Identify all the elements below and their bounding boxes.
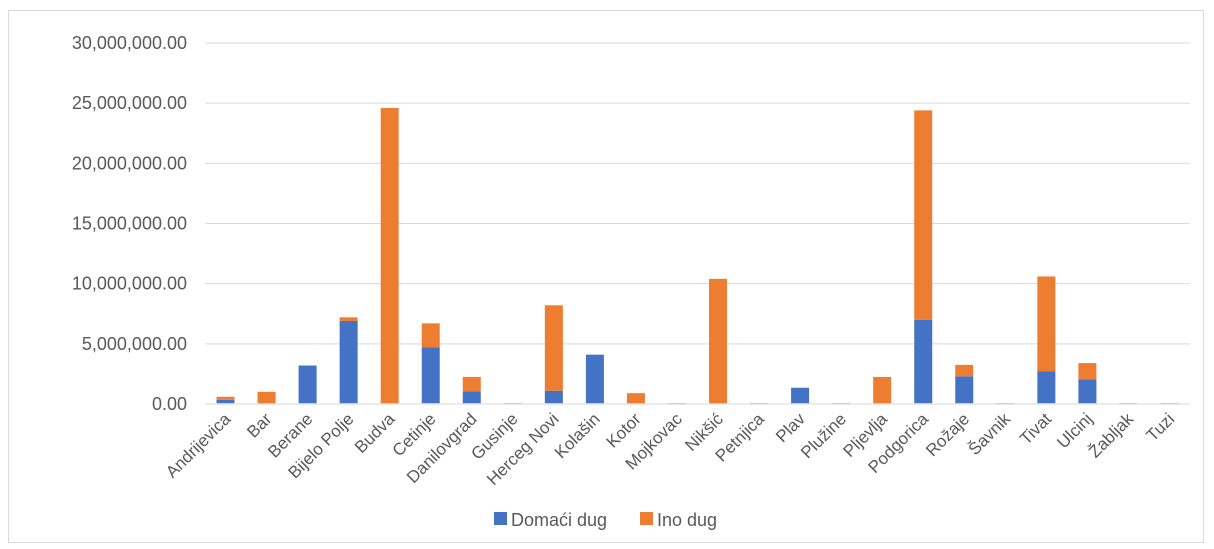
y-tick-label: 30,000,000.00 xyxy=(72,33,187,53)
y-tick-label: 0.00 xyxy=(152,394,187,414)
bar-segment-ino-dug xyxy=(626,393,645,404)
bar-segment-domaci-dug xyxy=(585,354,604,404)
x-category-label: Plužine xyxy=(797,409,850,462)
bar-baseline xyxy=(1160,403,1179,405)
bar-baseline xyxy=(421,403,440,405)
bar-baseline xyxy=(1037,403,1056,405)
bar-segment-domaci-dug xyxy=(1078,379,1097,404)
bar-segment-ino-dug xyxy=(914,110,933,320)
bar-segment-domaci-dug xyxy=(544,390,563,404)
bar-segment-domaci-dug xyxy=(1037,371,1056,404)
legend-label-ino-dug: Ino dug xyxy=(657,510,717,530)
y-tick-label: 15,000,000.00 xyxy=(72,214,187,234)
bar-segment-domaci-dug xyxy=(216,399,235,404)
bars xyxy=(216,107,1179,405)
bar-baseline xyxy=(667,403,686,405)
y-tick-label: 25,000,000.00 xyxy=(72,93,187,113)
y-axis-tick-labels: 0.00 5,000,000.00 10,000,000.00 15,000,000.… xyxy=(72,33,187,414)
y-tick-label: 20,000,000.00 xyxy=(72,153,187,173)
bar-baseline xyxy=(380,403,399,405)
bar-segment-ino-dug xyxy=(216,396,235,400)
chart-frame xyxy=(8,10,1204,543)
bar-baseline xyxy=(462,403,481,405)
x-category-label: Andrijevica xyxy=(162,409,235,482)
bar-segment-domaci-dug xyxy=(791,387,810,404)
x-category-label: Tivat xyxy=(1016,409,1055,448)
legend-swatch-ino-dug xyxy=(640,512,653,525)
bar-baseline xyxy=(1078,403,1097,405)
legend-label-domaci-dug: Domaći dug xyxy=(511,510,607,530)
bar-baseline xyxy=(626,403,645,405)
x-category-label: Žabljak xyxy=(1085,409,1138,462)
legend: Domaći dug Ino dug xyxy=(494,510,717,530)
bar-segment-ino-dug xyxy=(544,305,563,391)
bar-baseline xyxy=(914,403,933,405)
bar-segment-ino-dug xyxy=(1037,276,1056,372)
gridlines xyxy=(205,42,1190,405)
bar-segment-domaci-dug xyxy=(298,365,317,404)
bar-segment-ino-dug xyxy=(709,278,728,404)
bar-baseline xyxy=(544,403,563,405)
bar-segment-domaci-dug xyxy=(914,319,933,404)
bar-segment-ino-dug xyxy=(873,376,892,404)
bar-segment-ino-dug xyxy=(1078,363,1097,380)
legend-swatch-domaci-dug xyxy=(494,512,507,525)
bar-segment-domaci-dug xyxy=(339,320,358,404)
bar-segment-domaci-dug xyxy=(421,347,440,404)
bar-segment-ino-dug xyxy=(421,323,440,348)
bar-baseline xyxy=(1119,403,1138,405)
bar-baseline xyxy=(298,403,317,405)
y-tick-label: 5,000,000.00 xyxy=(82,334,187,354)
bar-baseline xyxy=(832,403,851,405)
bar-baseline xyxy=(339,403,358,405)
x-category-label: Plav xyxy=(772,409,809,446)
bar-baseline xyxy=(503,403,522,405)
bar-baseline xyxy=(216,403,235,405)
bar-segment-ino-dug xyxy=(257,391,276,404)
x-category-label: Bar xyxy=(243,409,275,441)
y-tick-label: 10,000,000.00 xyxy=(72,274,187,294)
bar-baseline xyxy=(585,403,604,405)
bar-baseline xyxy=(955,403,974,405)
bar-segment-domaci-dug xyxy=(462,391,481,404)
bar-baseline xyxy=(257,403,276,405)
x-category-label: Kolašin xyxy=(551,409,604,462)
bar-segment-ino-dug xyxy=(462,376,481,392)
bar-segment-ino-dug xyxy=(339,317,358,321)
bar-baseline xyxy=(791,403,810,405)
x-category-label: Rožaje xyxy=(922,409,973,460)
bar-baseline xyxy=(873,403,892,405)
bar-segment-domaci-dug xyxy=(955,376,974,404)
x-category-label: Tuzi xyxy=(1143,409,1179,445)
bar-baseline xyxy=(996,403,1015,405)
bar-segment-ino-dug xyxy=(955,364,974,377)
bar-baseline xyxy=(750,403,769,405)
bar-baseline xyxy=(709,403,728,405)
x-category-label: Šavnik xyxy=(965,409,1015,459)
bar-segment-ino-dug xyxy=(380,107,399,404)
